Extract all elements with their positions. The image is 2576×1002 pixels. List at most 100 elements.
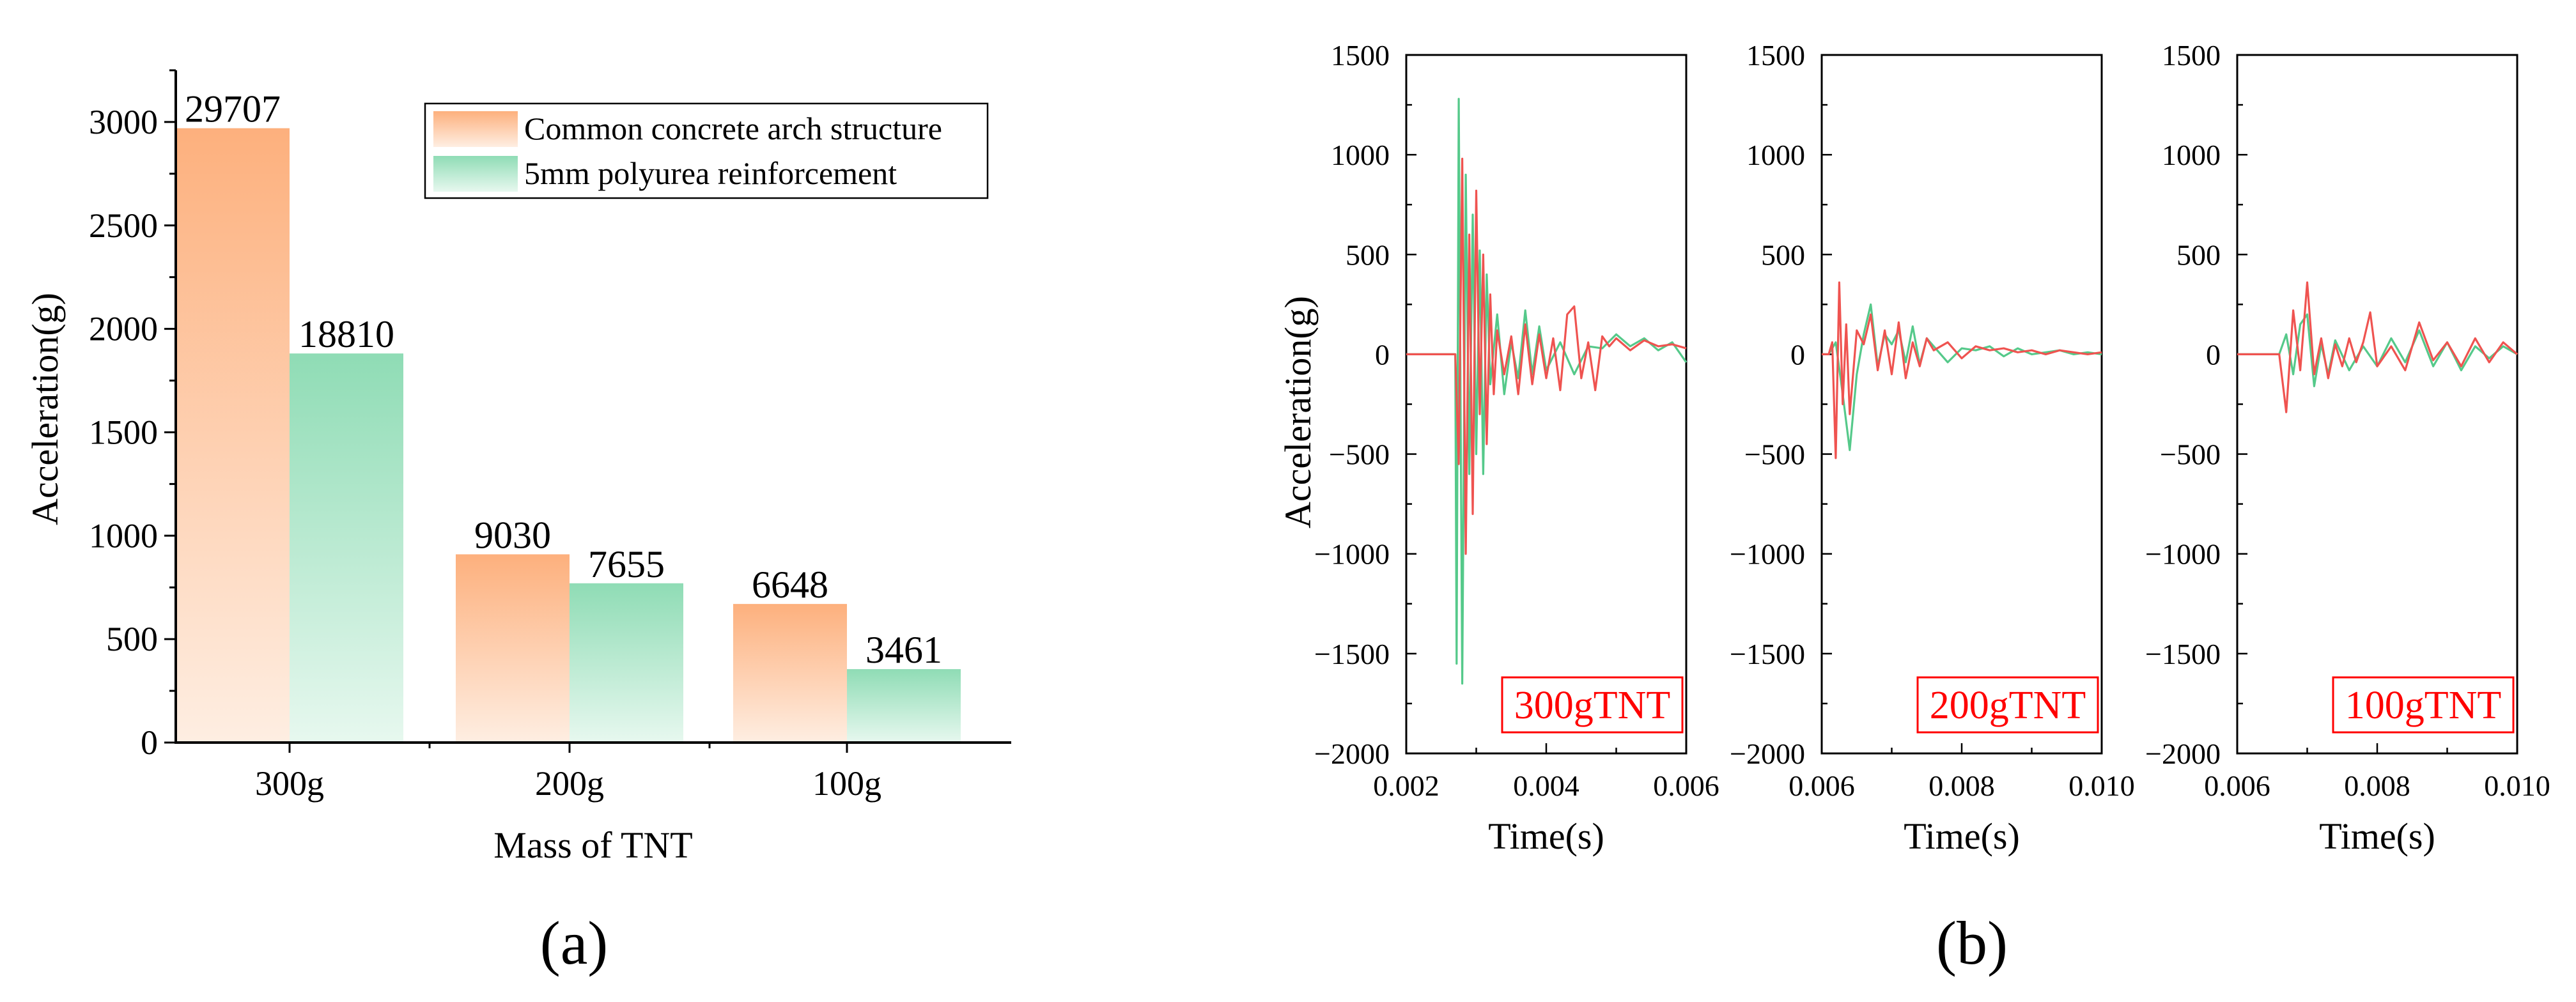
y-tick-label: 500 [1346,238,1390,271]
y-tick-label: −2000 [2145,737,2221,770]
annotation-box [1916,676,2099,734]
bar-100g-polyurea [847,669,961,743]
y-tick-label: 1000 [1746,139,1805,171]
bar-200g-polyurea [570,583,683,743]
bar-100g-concrete [733,604,847,743]
y-tick-label: −1500 [1314,638,1390,670]
y-tick-label: −1500 [2145,638,2221,670]
bar-data-label: 29707 [185,88,281,130]
y-tick-label: 1500 [1746,39,1805,72]
x-axis-ticks: 300g 200g 100g [255,743,881,803]
subplot-lines [1406,98,1688,685]
x-tick-label: 0.004 [1513,769,1579,802]
annotation-box [1501,676,1684,734]
y-tick-label: −2000 [1730,737,1805,770]
green-series-line [1406,98,1688,685]
subplot-lines [1822,281,2102,459]
legend: Common concrete arch structure 5mm polyu… [424,102,989,199]
y-tick-label: 500 [106,620,158,658]
x-tick-label: 0.006 [1788,769,1855,802]
green-series-line [2237,313,2518,388]
x-axis-label: Time(s) [1488,815,1604,857]
y-tick-label: 2000 [89,310,158,348]
y-tick-label: 1000 [2162,139,2221,171]
bar-200g-concrete [456,554,570,743]
bar-data-label: 3461 [865,629,942,671]
green-series-line [1822,303,2102,451]
y-tick-label: −1000 [2145,538,2221,571]
subplot-lines [2237,281,2518,413]
legend-label-polyurea: 5mm polyurea reinforcement [524,155,897,191]
x-tick-label: 200g [535,764,604,803]
x-tick-label: 100g [812,764,881,803]
y-tick-label: −1000 [1314,538,1390,571]
y-tick-label: 0 [141,723,158,762]
bar-data-labels: 29707 18810 9030 7655 6648 3461 [185,88,942,671]
subplot-frame [2236,54,2518,755]
red-series-line [1822,281,2102,459]
x-tick-label: 300g [255,764,324,803]
y-tick-label: 0 [1375,338,1390,371]
red-series-line [1406,157,1687,555]
subplot-frame [1820,54,2103,755]
y-tick-label: 0 [1790,338,1805,371]
annotation-label: 300gTNT [1514,684,1671,727]
y-tick-label: −500 [2160,438,2221,471]
y-tick-label: −1500 [1730,638,1805,670]
panel-label-b: (b) [1936,909,2008,977]
x-axis-label: Mass of TNT [493,824,692,866]
annotation-label: 200gTNT [1930,684,2086,727]
y-tick-label: −2000 [1314,737,1390,770]
y-tick-label: 1500 [2162,39,2221,72]
x-tick-label: 0.008 [2344,769,2410,802]
y-tick-label: 500 [2176,238,2221,271]
annotation-label: 100gTNT [2345,684,2502,727]
x-tick-label: 0.006 [2204,769,2270,802]
x-tick-label: 0.010 [2484,769,2550,802]
bar-300g-concrete [176,128,290,743]
y-tick-label: 1000 [1331,139,1390,171]
y-tick-label: 1000 [89,516,158,555]
subplot-frame [1405,54,1688,755]
b-y-axis-label: Acceleration(g) [1277,296,1319,528]
y-axis-label: Acceleration(g) [24,293,66,525]
y-tick-label: −500 [1329,438,1390,471]
bar-data-label: 7655 [588,543,665,585]
bar-data-label: 9030 [474,514,551,556]
panel-label-a: (a) [540,909,609,977]
legend-swatch-orange [433,111,518,147]
bar-series-group [176,128,961,743]
x-tick-label: 0.010 [2068,769,2135,802]
y-tick-label: −1000 [1730,538,1805,571]
bar-chart: 29707 18810 9030 7655 6648 3461 0 500 1000 1500 2… [24,69,1011,977]
y-tick-label: 3000 [89,103,158,141]
legend-label-concrete: Common concrete arch structure [524,111,942,146]
red-series-line [2237,281,2518,413]
x-tick-label: 0.002 [1373,769,1439,802]
bar-data-label: 6648 [752,564,828,606]
x-axis-label: Time(s) [2319,815,2435,857]
x-tick-label: 0.006 [1653,769,1719,802]
x-axis-label: Time(s) [1904,815,2020,857]
x-tick-label: 0.008 [1928,769,1995,802]
annotation-box [2332,676,2515,734]
y-tick-label: 0 [2206,338,2221,371]
y-tick-label: −500 [1744,438,1805,471]
y-axis-ticks: 0 500 1000 1500 2000 2500 3000 [89,69,176,762]
legend-swatch-green [433,156,518,192]
bar-300g-polyurea [290,353,403,743]
y-tick-label: 1500 [89,413,158,451]
time-history-charts: Acceleration(g) 1500 1000 500 0 −500 −1000 −15… [1277,39,2550,977]
legend-box [424,102,989,199]
bar-data-label: 18810 [299,313,394,355]
y-tick-label: 2500 [89,206,158,245]
y-tick-label: 500 [1761,238,1805,271]
y-tick-label: 1500 [1331,39,1390,72]
